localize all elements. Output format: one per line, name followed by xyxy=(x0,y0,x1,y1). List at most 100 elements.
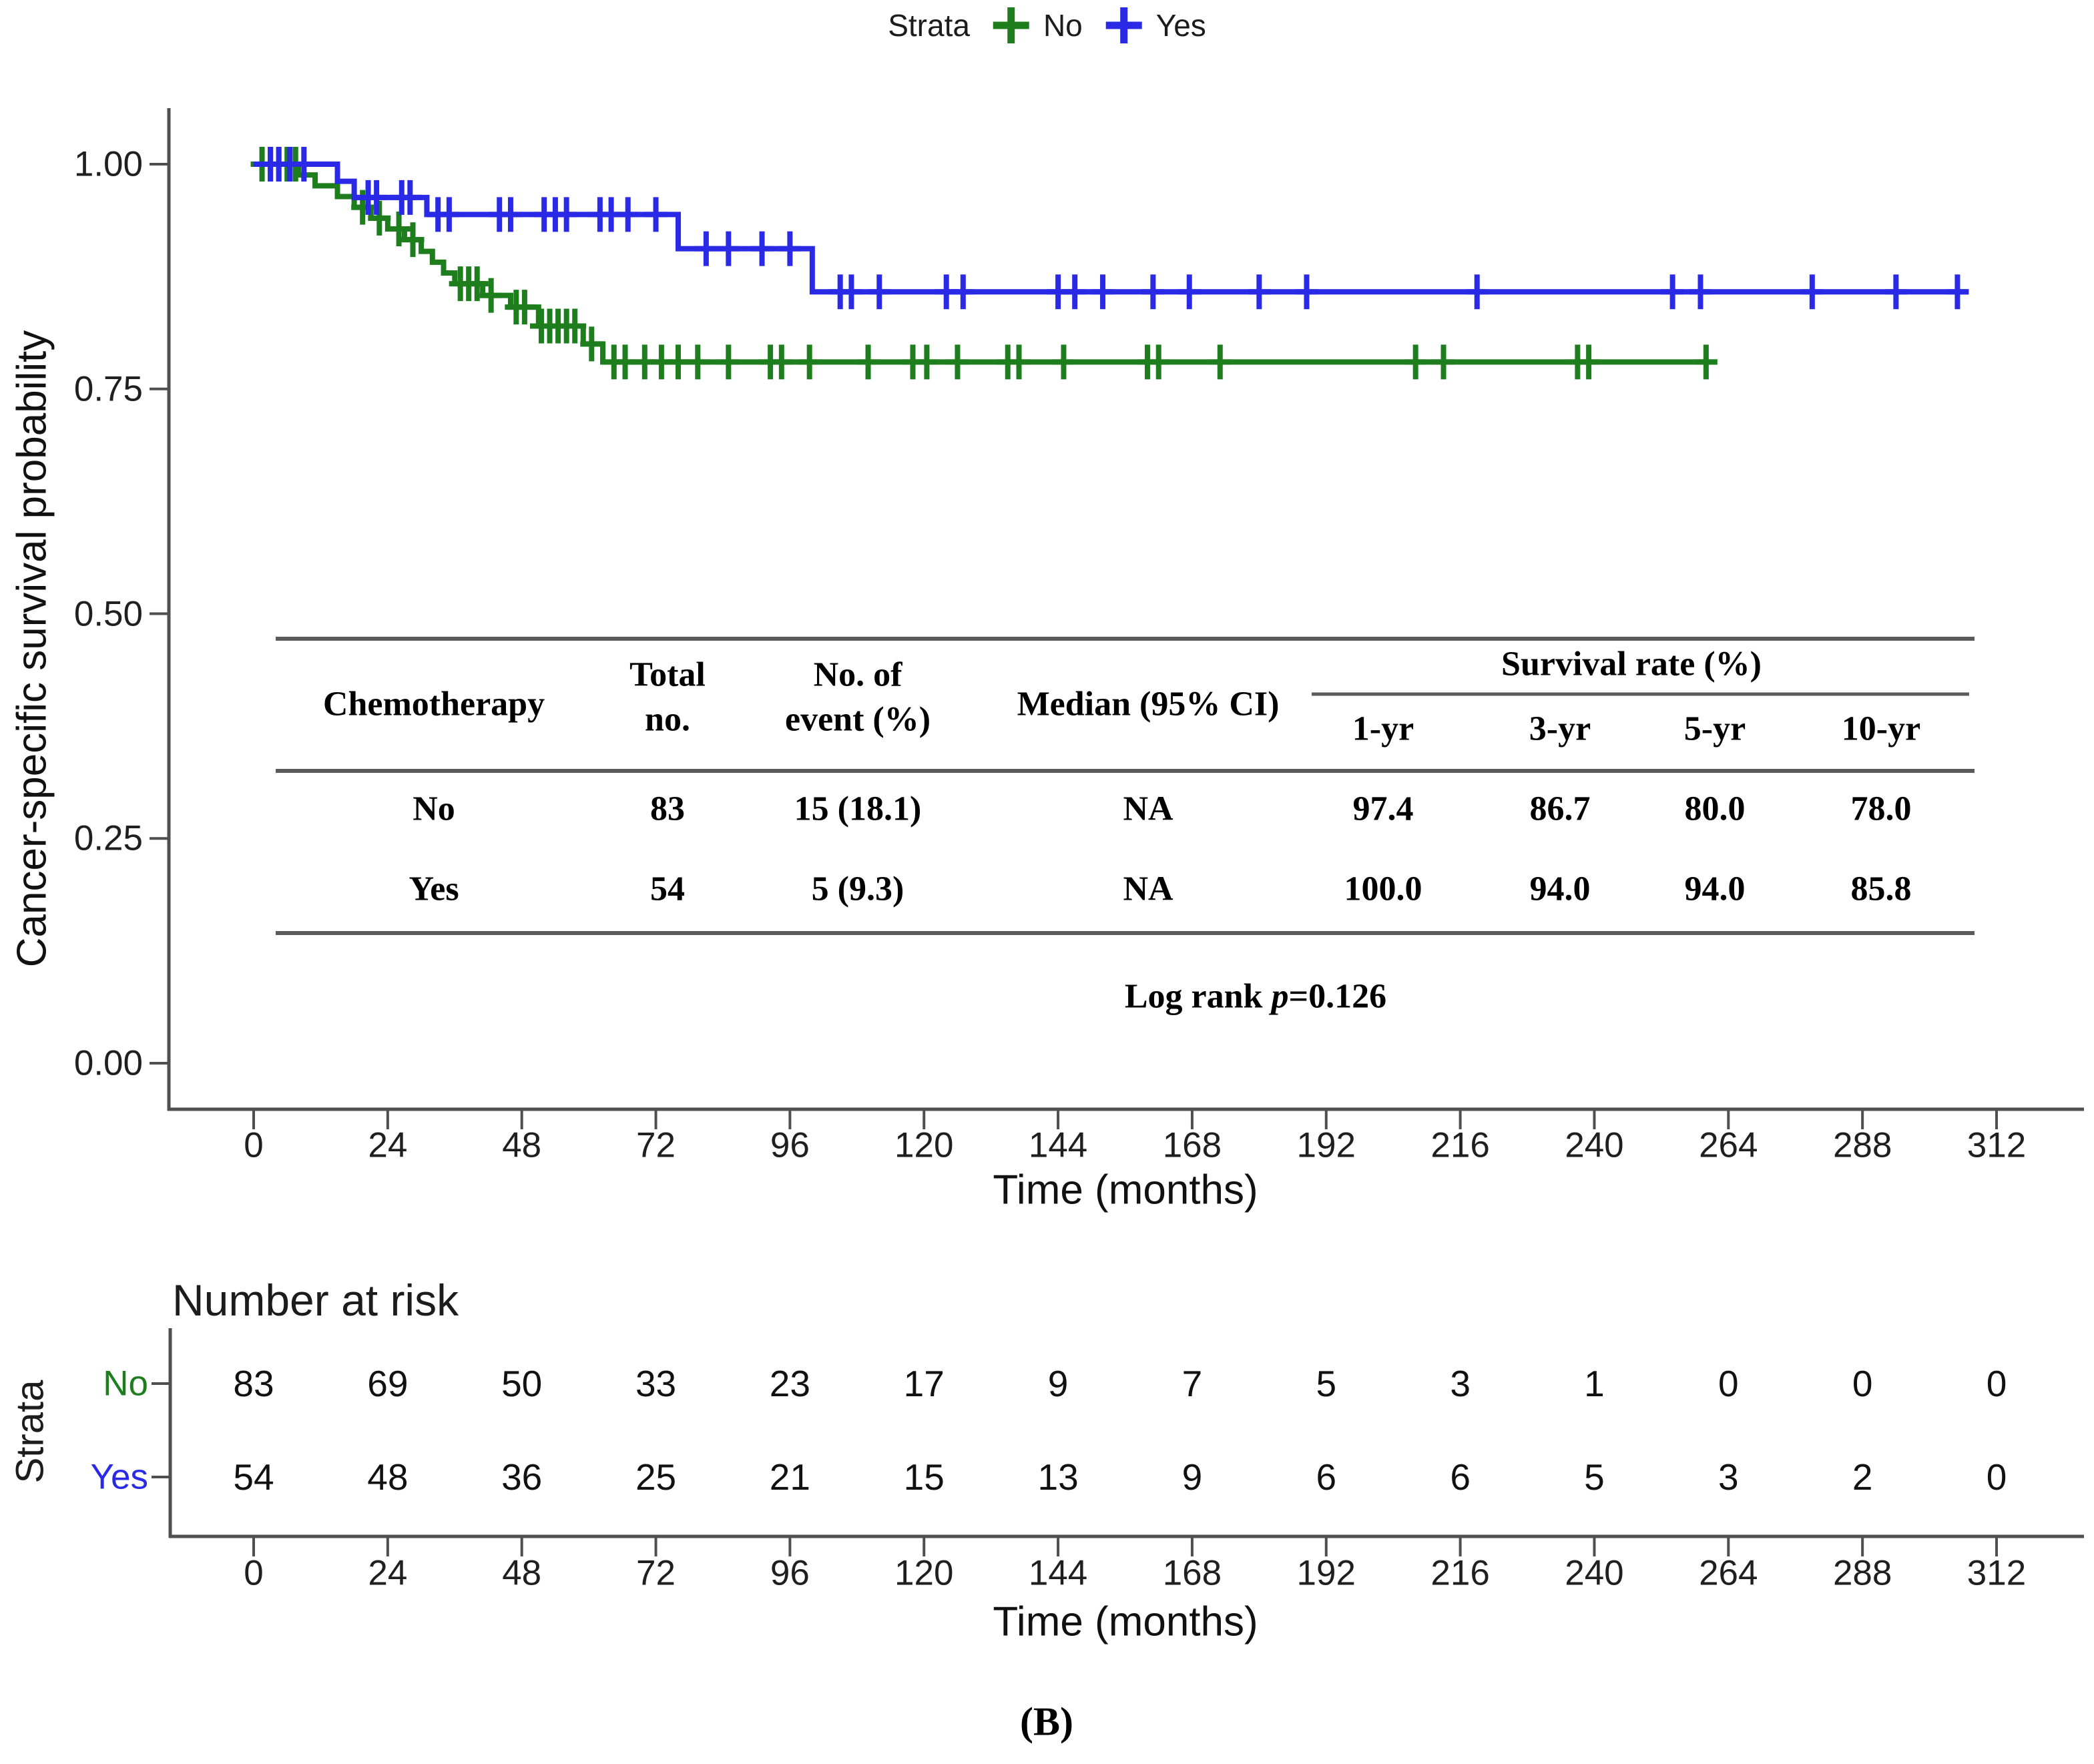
y-tick-label: 0.50 xyxy=(73,594,143,633)
risk-count: 69 xyxy=(367,1363,409,1404)
table-header-survival-rate: Survival rate (%) xyxy=(1501,645,1762,683)
risk-row-label-no: No xyxy=(103,1364,148,1404)
x-tick-label: 72 xyxy=(636,1125,676,1165)
risk-count: 50 xyxy=(501,1363,543,1404)
summary-table-rules xyxy=(276,637,1975,935)
table-header-total-line1: Total xyxy=(629,655,706,694)
table-cell-yr10: 78.0 xyxy=(1850,790,1912,828)
risk-count: 6 xyxy=(1316,1456,1337,1498)
x-tick-label: 240 xyxy=(1565,1125,1624,1165)
table-cell-median: NA xyxy=(1123,790,1173,828)
table-cell-yr5: 94.0 xyxy=(1684,870,1746,908)
table-cell-yr3: 86.7 xyxy=(1529,790,1591,828)
table-cell-yr1: 97.4 xyxy=(1352,790,1414,828)
x-tick-label: 0 xyxy=(244,1125,264,1165)
risk-count: 54 xyxy=(233,1456,274,1498)
risk-x-tick-label: 192 xyxy=(1296,1553,1356,1593)
risk-count: 33 xyxy=(635,1363,677,1404)
risk-count: 25 xyxy=(635,1456,677,1498)
x-tick-label: 264 xyxy=(1699,1125,1758,1165)
risk-x-tick-label: 144 xyxy=(1028,1553,1088,1593)
risk-count: 0 xyxy=(1986,1456,2007,1498)
risk-count: 23 xyxy=(769,1363,810,1404)
risk-x-tick-label: 288 xyxy=(1832,1553,1892,1593)
table-header-chemotherapy: Chemotherapy xyxy=(322,685,545,723)
risk-table-title: Number at risk xyxy=(172,1275,459,1325)
risk-count: 3 xyxy=(1718,1456,1739,1498)
table-cell-total_no: 83 xyxy=(650,790,685,828)
x-tick-label: 312 xyxy=(1967,1125,2027,1165)
risk-count: 36 xyxy=(501,1456,543,1498)
risk-count: 5 xyxy=(1316,1363,1337,1404)
log-rank-prefix: Log rank xyxy=(1124,977,1272,1016)
table-cell-no_of_event: 5 (9.3) xyxy=(811,870,904,908)
risk-x-tick-label: 120 xyxy=(894,1553,954,1593)
risk-x-tick-label: 168 xyxy=(1162,1553,1222,1593)
table-cell-yr1: 100.0 xyxy=(1344,870,1422,908)
y-axis-title: Cancer-specific survival probability xyxy=(9,330,55,968)
x-tick-label: 144 xyxy=(1028,1125,1088,1165)
x-tick-label: 120 xyxy=(894,1125,954,1165)
table-header-3yr: 3-yr xyxy=(1529,709,1591,748)
table-cell-chemotherapy: Yes xyxy=(409,870,459,908)
table-cell-yr3: 94.0 xyxy=(1529,870,1591,908)
risk-count: 1 xyxy=(1584,1363,1605,1404)
table-cell-no_of_event: 15 (18.1) xyxy=(794,790,922,828)
risk-count: 6 xyxy=(1450,1456,1471,1498)
main-axes xyxy=(150,108,2084,1129)
x-tick-label: 288 xyxy=(1832,1125,1892,1165)
risk-x-tick-label: 312 xyxy=(1967,1553,2027,1593)
log-rank-p-symbol: p xyxy=(1271,977,1289,1016)
risk-count: 9 xyxy=(1182,1456,1203,1498)
x-tick-label: 24 xyxy=(368,1125,408,1165)
table-cell-yr10: 85.8 xyxy=(1850,870,1912,908)
plus-censor-icon xyxy=(993,7,1029,43)
y-tick-label: 0.25 xyxy=(73,818,143,858)
risk-count: 7 xyxy=(1182,1363,1203,1404)
km-step-line-yes xyxy=(254,162,1969,295)
risk-x-axis-title: Time (months) xyxy=(993,1598,1258,1645)
risk-count: 17 xyxy=(903,1363,945,1404)
log-rank-value: =0.126 xyxy=(1288,977,1387,1016)
risk-count: 3 xyxy=(1450,1363,1471,1404)
x-tick-label: 48 xyxy=(502,1125,542,1165)
table-header-event-line2: event (%) xyxy=(784,700,931,738)
risk-count: 0 xyxy=(1852,1363,1873,1404)
risk-x-tick-label: 72 xyxy=(636,1553,676,1593)
risk-count: 83 xyxy=(233,1363,274,1404)
x-tick-label: 96 xyxy=(770,1125,810,1165)
survival-curve-no xyxy=(254,162,1718,365)
censor-marks-no xyxy=(250,147,1718,380)
plus-censor-icon xyxy=(1105,7,1142,43)
legend-item-label: No xyxy=(1043,8,1083,43)
legend-item-yes: Yes xyxy=(1103,4,1206,47)
log-rank-text: Log rank p=0.126 xyxy=(1125,977,1386,1016)
risk-count: 15 xyxy=(903,1456,945,1498)
table-header-total-line2: no. xyxy=(645,700,690,738)
risk-row-label-yes: Yes xyxy=(90,1457,148,1497)
risk-count: 13 xyxy=(1037,1456,1079,1498)
legend-title: Strata xyxy=(888,8,970,43)
risk-x-tick-label: 0 xyxy=(244,1553,264,1593)
risk-count: 5 xyxy=(1584,1456,1605,1498)
table-cell-median: NA xyxy=(1123,870,1173,908)
y-tick-label: 0.00 xyxy=(73,1043,143,1083)
legend-item-label: Yes xyxy=(1155,8,1206,43)
legend: Strata No Yes xyxy=(888,4,1206,47)
risk-axes xyxy=(152,1328,2084,1556)
risk-count: 9 xyxy=(1047,1363,1069,1404)
y-tick-label: 0.75 xyxy=(73,369,143,409)
survival-curve-yes xyxy=(254,162,1969,295)
risk-strata-axis-label: Strata xyxy=(8,1380,52,1484)
km-step-line-no xyxy=(254,162,1718,365)
table-header-total-no: Total no. xyxy=(629,653,706,742)
table-header-event-line1: No. of xyxy=(813,655,902,694)
risk-x-tick-label: 24 xyxy=(368,1553,408,1593)
risk-count: 21 xyxy=(769,1456,810,1498)
table-cell-total_no: 54 xyxy=(650,870,685,908)
y-tick-label: 1.00 xyxy=(73,144,143,184)
x-tick-label: 216 xyxy=(1430,1125,1490,1165)
table-header-10yr: 10-yr xyxy=(1841,709,1921,748)
